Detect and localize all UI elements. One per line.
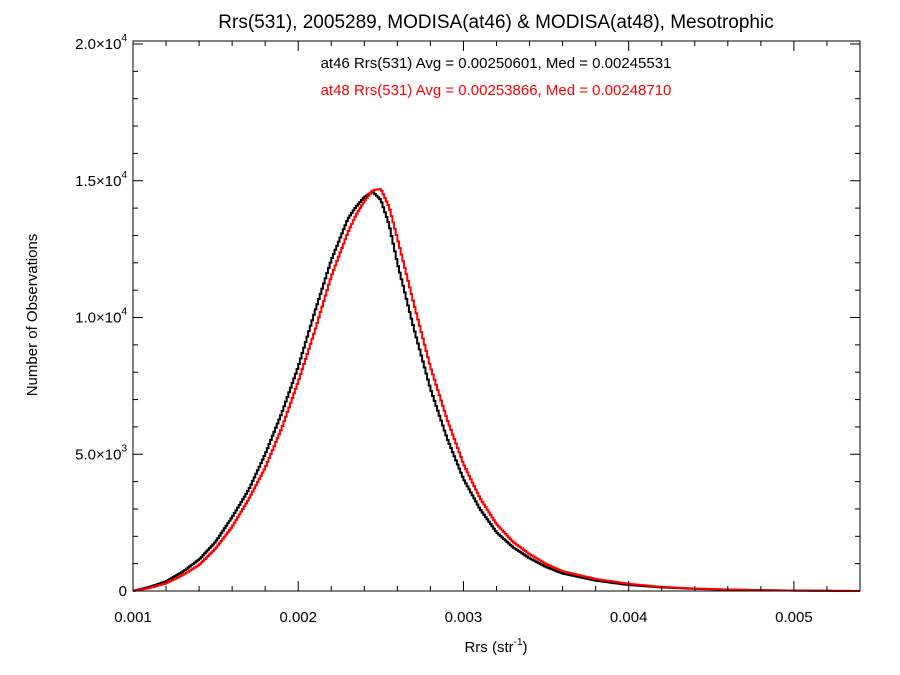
series-line-0: [133, 191, 860, 592]
x-tick-label: 0.001: [114, 609, 152, 626]
y-tick-label: 1.0×104: [75, 307, 127, 327]
axes: [132, 40, 861, 592]
y-axis-label: Number of Observations: [24, 234, 41, 397]
series-line-1: [133, 188, 860, 592]
chart-title: Rrs(531), 2005289, MODISA(at46) & MODISA…: [218, 12, 773, 33]
y-tick-label: 0: [119, 583, 127, 600]
legend: at46 Rrs(531) Avg = 0.00250601, Med = 0.…: [321, 55, 672, 99]
tick-labels: 0.001 0.002 0.003 0.004 0.005 0 5.0×103 1.0×104…: [75, 33, 813, 626]
x-tick-label: 0.004: [610, 609, 648, 626]
series-layer: [133, 188, 860, 592]
y-tick-label: 1.5×104: [75, 170, 127, 190]
x-tick-label: 0.005: [775, 609, 813, 626]
y-tick-label: 2.0×104: [75, 33, 127, 53]
legend-entry-at46: at46 Rrs(531) Avg = 0.00250601, Med = 0.…: [321, 55, 672, 72]
x-axis-label: Rrs (str-1): [464, 637, 527, 656]
legend-entry-at48: at48 Rrs(531) Avg = 0.00253866, Med = 0.…: [321, 82, 672, 99]
y-tick-label: 5.0×103: [75, 443, 127, 463]
x-tick-label: 0.002: [279, 609, 317, 626]
x-tick-label: 0.003: [445, 609, 483, 626]
